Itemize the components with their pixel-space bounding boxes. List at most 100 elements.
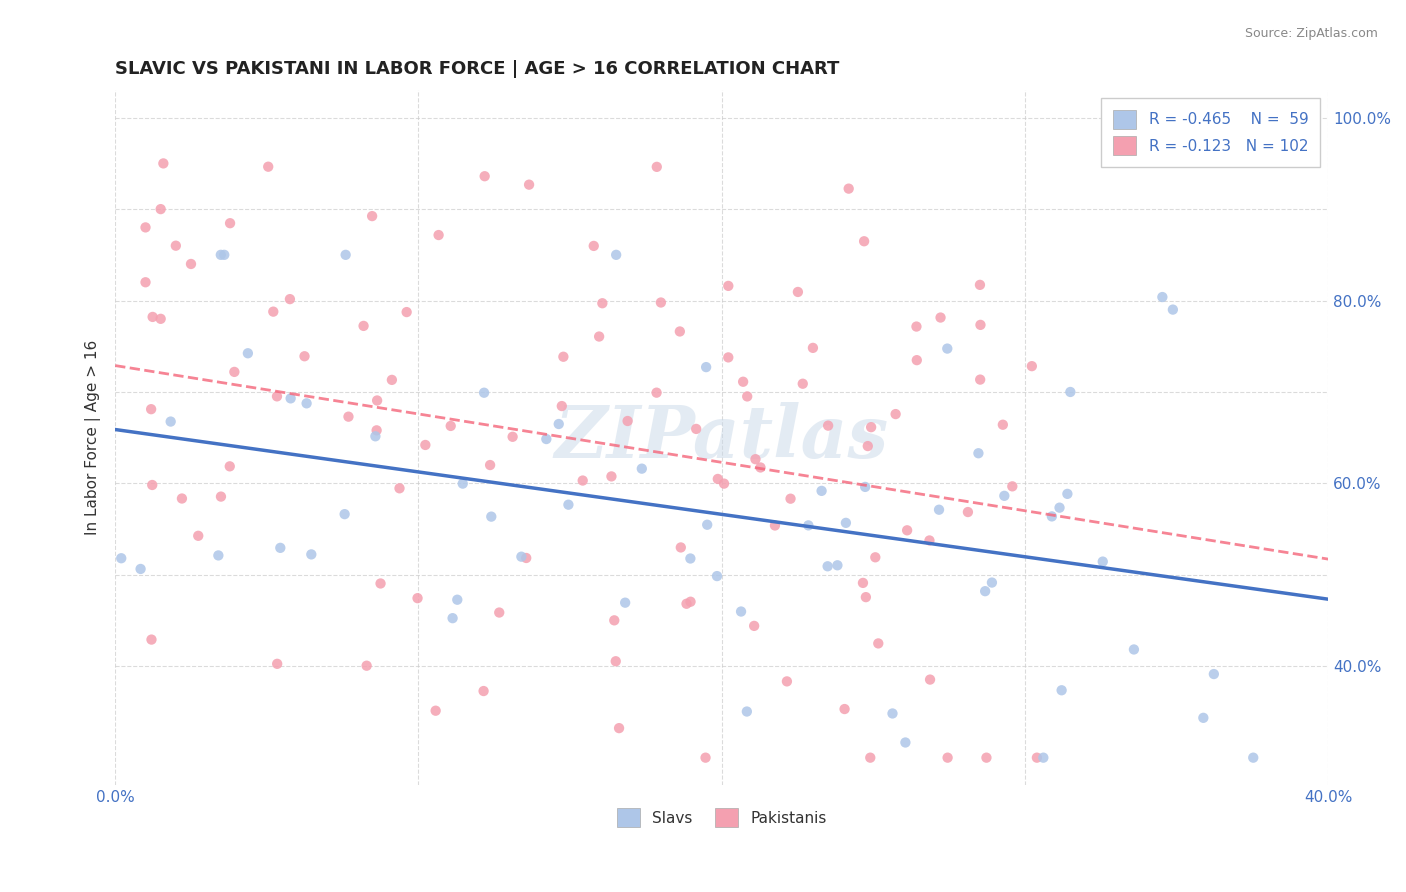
Point: [835, 516, 858, 530]
Point: [427, 228, 450, 243]
Point: [969, 277, 991, 292]
Point: [976, 750, 998, 764]
Point: [713, 476, 735, 491]
Point: [679, 551, 702, 566]
Point: [817, 559, 839, 574]
Point: [214, 248, 236, 262]
Point: [894, 735, 917, 749]
Point: [141, 632, 163, 647]
Point: [582, 239, 605, 253]
Point: [557, 498, 579, 512]
Point: [142, 310, 165, 324]
Point: [928, 502, 950, 516]
Point: [717, 279, 740, 293]
Point: [335, 248, 357, 262]
Point: [630, 461, 652, 475]
Point: [440, 419, 463, 434]
Point: [517, 178, 540, 192]
Point: [838, 181, 860, 195]
Point: [588, 329, 610, 343]
Point: [218, 459, 240, 474]
Legend: Slavs, Pakistanis: Slavs, Pakistanis: [610, 802, 832, 833]
Point: [180, 257, 202, 271]
Point: [361, 209, 384, 223]
Point: [149, 311, 172, 326]
Point: [139, 402, 162, 417]
Point: [650, 295, 672, 310]
Point: [967, 446, 990, 460]
Point: [551, 399, 574, 413]
Point: [451, 476, 474, 491]
Point: [299, 548, 322, 562]
Point: [868, 636, 890, 650]
Point: [749, 460, 772, 475]
Point: [366, 423, 388, 437]
Point: [209, 248, 232, 262]
Point: [129, 562, 152, 576]
Point: [742, 619, 765, 633]
Point: [1025, 750, 1047, 764]
Point: [905, 319, 928, 334]
Point: [141, 478, 163, 492]
Point: [209, 490, 232, 504]
Point: [415, 438, 437, 452]
Point: [706, 569, 728, 583]
Point: [801, 341, 824, 355]
Point: [479, 458, 502, 472]
Point: [337, 409, 360, 424]
Point: [236, 346, 259, 360]
Point: [207, 549, 229, 563]
Point: [735, 705, 758, 719]
Point: [696, 517, 718, 532]
Point: [918, 533, 941, 548]
Point: [853, 480, 876, 494]
Point: [571, 474, 593, 488]
Point: [936, 750, 959, 764]
Point: [993, 489, 1015, 503]
Point: [853, 234, 876, 248]
Point: [645, 160, 668, 174]
Point: [262, 304, 284, 318]
Point: [859, 750, 882, 764]
Point: [614, 596, 637, 610]
Point: [441, 611, 464, 625]
Point: [366, 393, 388, 408]
Point: [744, 452, 766, 467]
Point: [834, 702, 856, 716]
Point: [1040, 509, 1063, 524]
Y-axis label: In Labor Force | Age > 16: In Labor Force | Age > 16: [86, 340, 101, 535]
Point: [502, 430, 524, 444]
Point: [1056, 487, 1078, 501]
Point: [1032, 750, 1054, 764]
Point: [1091, 555, 1114, 569]
Point: [956, 505, 979, 519]
Point: [474, 169, 496, 184]
Point: [616, 414, 638, 428]
Point: [159, 415, 181, 429]
Point: [219, 216, 242, 230]
Point: [152, 156, 174, 170]
Point: [645, 385, 668, 400]
Point: [695, 750, 717, 764]
Point: [364, 429, 387, 443]
Point: [1202, 667, 1225, 681]
Point: [735, 389, 758, 403]
Point: [607, 721, 630, 735]
Point: [669, 541, 692, 555]
Point: [603, 613, 626, 627]
Point: [918, 673, 941, 687]
Point: [333, 507, 356, 521]
Point: [810, 483, 832, 498]
Point: [730, 605, 752, 619]
Point: [395, 305, 418, 319]
Point: [591, 296, 613, 310]
Point: [356, 658, 378, 673]
Point: [669, 325, 692, 339]
Point: [406, 591, 429, 606]
Point: [855, 590, 877, 604]
Point: [266, 389, 288, 403]
Point: [224, 365, 246, 379]
Point: [1241, 750, 1264, 764]
Point: [536, 432, 558, 446]
Point: [685, 422, 707, 436]
